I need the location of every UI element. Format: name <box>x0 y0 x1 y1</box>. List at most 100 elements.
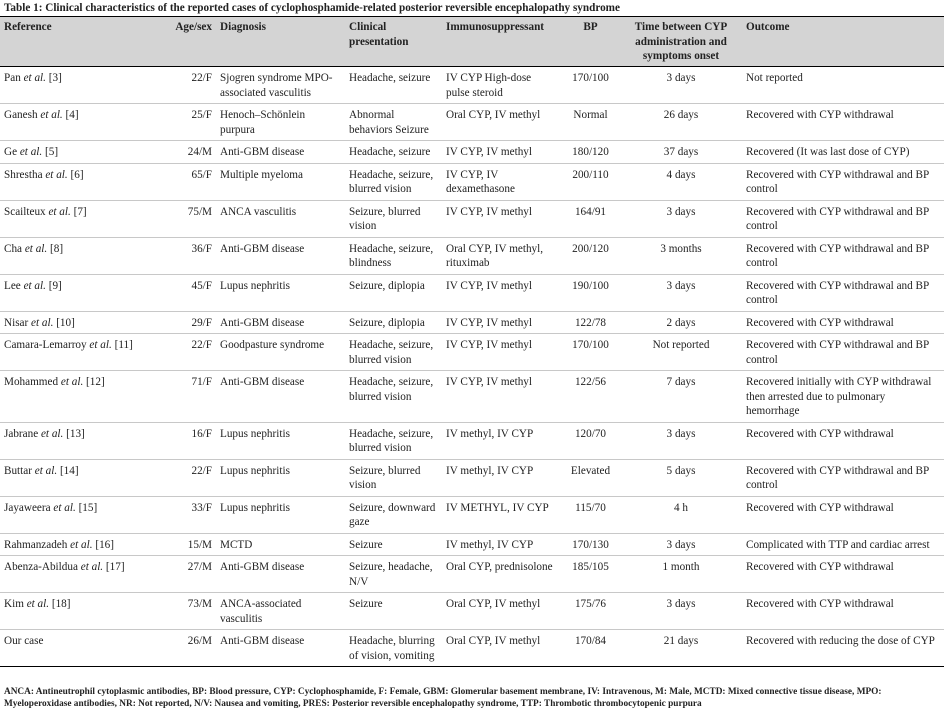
reference-citation: [11] <box>114 339 133 351</box>
cell-time-to-onset: 2 days <box>620 310 742 334</box>
cell-immunosuppressant: IV CYP, IV methyl <box>442 273 561 311</box>
cell-bp: 122/56 <box>561 370 620 422</box>
cell-clinical-presentation: Headache, seizure <box>345 140 442 163</box>
cell-time-to-onset: 26 days <box>620 103 742 141</box>
cell-clinical-presentation: Headache, blurring of vision, vomiting <box>345 629 442 667</box>
reference-et-al: et al. <box>40 109 63 121</box>
table-footnote: ANCA: Antineutrophil cytoplasmic antibod… <box>4 687 882 709</box>
cell-clinical-presentation: Seizure, diplopia <box>345 310 442 334</box>
table-body: Pan et al. [3] 22/F Sjogren syndrome MPO-a… <box>0 67 944 667</box>
reference-et-al: et al. <box>89 339 112 351</box>
cell-immunosuppressant: IV CYP, IV methyl <box>442 199 561 237</box>
table-row: Jabrane et al. [13] 16/F Lupus nephritis He… <box>0 421 944 459</box>
cell-bp: 122/78 <box>561 310 620 334</box>
reference-citation: [14] <box>59 464 79 477</box>
reference-citation: [17] <box>105 561 125 573</box>
reference-author: Pan <box>4 72 21 84</box>
reference-citation: [18] <box>51 598 71 610</box>
cell-immunosuppressant: IV METHYL, IV CYP <box>442 495 561 533</box>
table-row: Shrestha et al. [6] 65/F Multiple myeloma H… <box>0 162 944 200</box>
table-row: Cha et al. [8] 36/F Anti-GBM disease Headac… <box>0 236 944 274</box>
cell-reference: Pan et al. [3] <box>0 67 166 104</box>
clinical-characteristics-table: Reference Age/sex Diagnosis Clinical pre… <box>0 16 944 667</box>
cell-age-sex: 45/F <box>166 273 216 311</box>
reference-author: Camara-Lemarroy <box>4 339 87 351</box>
cell-immunosuppressant: Oral CYP, IV methyl <box>442 629 561 667</box>
cell-age-sex: 26/M <box>166 629 216 667</box>
reference-et-al: et al. <box>45 168 68 181</box>
cell-immunosuppressant: IV CYP, IV methyl <box>442 140 561 163</box>
reference-et-al: et al. <box>24 242 48 255</box>
cell-clinical-presentation: Headache, seizure, blurred vision <box>345 333 442 371</box>
cell-reference: Shrestha et al. [6] <box>0 162 166 200</box>
cell-clinical-presentation: Seizure, headache, N/V <box>345 555 442 593</box>
cell-age-sex: 22/F <box>166 333 216 371</box>
cell-diagnosis: Lupus nephritis <box>216 273 345 311</box>
cell-time-to-onset: 5 days <box>620 458 742 496</box>
reference-author: Cha <box>4 242 23 255</box>
reference-author: Shrestha <box>4 168 43 181</box>
cell-reference: Jabrane et al. [13] <box>0 421 166 459</box>
cell-reference: Kim et al. [18] <box>0 592 166 630</box>
cell-outcome: Recovered with CYP withdrawal <box>742 495 944 533</box>
reference-author: Lee <box>4 279 21 292</box>
reference-et-al: et al. <box>60 376 84 388</box>
cell-reference: Abenza-Abildua et al. [17] <box>0 555 166 593</box>
table-row: Camara-Lemarroy et al. [11] 22/F Goodpastu… <box>0 333 944 371</box>
reference-author: Nisar <box>4 316 29 329</box>
reference-et-al: et al. <box>26 598 50 610</box>
cell-age-sex: 16/F <box>166 421 216 459</box>
cell-immunosuppressant: IV methyl, IV CYP <box>442 458 561 496</box>
cell-age-sex: 65/F <box>166 162 216 200</box>
cell-bp: 170/100 <box>561 333 620 371</box>
reference-et-al: et al. <box>34 464 58 477</box>
cell-diagnosis: Anti-GBM disease <box>216 629 345 667</box>
cell-immunosuppressant: IV CYP, IV methyl <box>442 310 561 334</box>
cell-outcome: Recovered (It was last dose of CYP) <box>742 140 944 163</box>
table-row: Kim et al. [18] 73/M ANCA-associated vascu… <box>0 592 944 630</box>
cell-clinical-presentation: Seizure <box>345 592 442 630</box>
header-immunosuppressant: Immunosuppressant <box>442 16 561 67</box>
cell-diagnosis: Anti-GBM disease <box>216 140 345 163</box>
cell-age-sex: 25/F <box>166 103 216 141</box>
reference-et-al: et al. <box>23 279 46 292</box>
cell-diagnosis: Lupus nephritis <box>216 458 345 496</box>
cell-diagnosis: Multiple myeloma <box>216 162 345 200</box>
cell-diagnosis: Sjogren syndrome MPO-associated vasculit… <box>220 72 333 99</box>
cell-outcome: Recovered initially with CYP withdrawal … <box>742 370 944 422</box>
table-row: Pan et al. [3] 22/F Sjogren syndrome MPO-a… <box>0 67 944 104</box>
cell-bp: 120/70 <box>561 421 620 459</box>
cell-bp: 185/105 <box>561 555 620 593</box>
cell-clinical-presentation: Abnormal behaviors Seizure <box>345 103 442 141</box>
reference-et-al: et al. <box>48 205 71 218</box>
cell-clinical-presentation: Headache, seizure <box>349 72 431 84</box>
cell-reference: Mohammed et al. [12] <box>0 370 166 422</box>
cell-bp: 170/130 <box>561 532 620 556</box>
reference-author: Jayaweera <box>4 501 51 514</box>
reference-et-al: et al. <box>70 538 93 551</box>
cell-clinical-presentation: Seizure <box>345 532 442 556</box>
reference-citation: [10] <box>56 316 75 329</box>
cell-time-to-onset: 3 months <box>620 236 742 274</box>
cell-age-sex: 15/M <box>166 532 216 556</box>
cell-immunosuppressant: IV CYP, IV methyl <box>442 333 561 371</box>
table-row: Abenza-Abildua et al. [17] 27/M Anti-GBM d… <box>0 555 944 593</box>
reference-et-al: et al. <box>40 427 64 440</box>
cell-age-sex: 75/M <box>166 199 216 237</box>
cell-diagnosis: Anti-GBM disease <box>216 370 345 422</box>
cell-time-to-onset: 4 days <box>620 162 742 200</box>
cell-immunosuppressant: IV CYP High-dose pulse steroid <box>446 72 532 99</box>
header-bp: BP <box>561 16 620 67</box>
cell-time-to-onset: 3 days <box>620 421 742 459</box>
cell-time-to-onset: 37 days <box>620 140 742 163</box>
cell-age-sex: 29/F <box>166 310 216 334</box>
cell-immunosuppressant: IV methyl, IV CYP <box>442 421 561 459</box>
cell-clinical-presentation: Seizure, blurred vision <box>345 458 442 496</box>
table-row: Rahmanzadeh et al. [16] 15/M MCTD Seizure IV… <box>0 532 944 556</box>
cell-immunosuppressant: IV CYP, IV methyl <box>442 370 561 422</box>
cell-time-to-onset: 3 days <box>620 532 742 556</box>
cell-reference: Ganesh et al. [4] <box>0 103 166 141</box>
cell-bp: 164/91 <box>561 199 620 237</box>
cell-bp: 170/100 <box>572 72 609 84</box>
cell-outcome: Recovered with CYP withdrawal <box>742 592 944 630</box>
